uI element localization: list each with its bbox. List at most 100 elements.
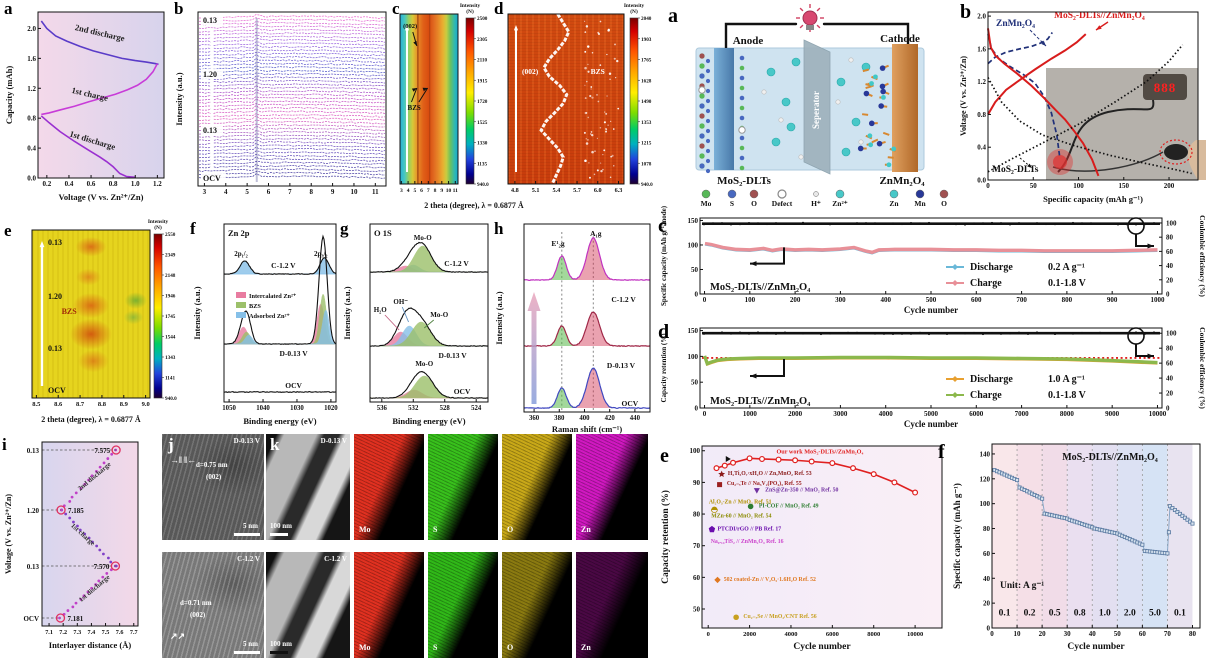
hrtem-image-C-1.2 V: C-1.2 V d=0.71 nm (002) 5 nm ↗↗	[162, 552, 264, 658]
y-tick-label: 100	[1166, 219, 1177, 227]
endpoint-circle	[56, 505, 66, 515]
panel-title: Zn 2p	[228, 228, 250, 238]
rate-value-label: 0.8	[1074, 609, 1086, 619]
zn-ion	[791, 57, 801, 67]
x-tick-label: 10	[446, 188, 452, 194]
x-tick-label: 360	[529, 415, 540, 422]
curve-1st charge	[41, 63, 159, 116]
y2-axis-label: Coulombic efficiency (%)	[1198, 327, 1206, 409]
colorbar-tick-label: 1946	[165, 294, 176, 300]
our-work-marker	[808, 458, 815, 465]
data-dot	[82, 594, 86, 598]
x-tick-label: 1020	[324, 405, 338, 412]
rate-label: 1.0 A g⁻¹	[1048, 374, 1085, 385]
ce-marker	[720, 222, 724, 225]
x-axis-label: Cycle number	[793, 642, 851, 652]
x-tick-label: 500	[926, 296, 937, 304]
mn-atom	[879, 65, 886, 71]
data-dot	[94, 583, 98, 586]
eds-element-label: O	[507, 643, 514, 652]
raman-peak-fill	[524, 388, 650, 408]
colorbar-tick-label: 1525	[477, 120, 488, 126]
speckle	[599, 20, 602, 23]
mos2-atom	[705, 158, 711, 164]
mn-atom	[879, 83, 886, 90]
colorbar-tick-label: 1353	[641, 120, 652, 126]
mn-atom	[880, 88, 886, 95]
data-dot	[74, 491, 78, 495]
y-tick-label: 60	[983, 550, 991, 558]
mos2-atom	[739, 155, 745, 161]
y-tick-label: 140	[980, 450, 991, 458]
zn-atom	[886, 162, 892, 168]
xrd-trace	[198, 72, 386, 77]
colorbar	[153, 233, 163, 399]
speckle	[589, 94, 592, 98]
rate-marker	[1140, 542, 1145, 547]
legend-swatch	[236, 302, 246, 308]
anode-material-label: MoS₂-DLTs	[717, 175, 772, 187]
rate-value-label: 1.0	[1099, 609, 1111, 619]
ce-marker	[873, 222, 877, 225]
defect-site	[738, 126, 746, 134]
zn-ion	[771, 137, 781, 147]
annotation-arrow	[418, 87, 429, 103]
curve-MoS₂-DLTs//ZnMn₂O₄-charge	[987, 33, 1087, 115]
legend-marker	[952, 264, 958, 270]
x-tick-label: 0	[703, 410, 707, 418]
data-dot	[98, 465, 102, 469]
x-tick-label: 1.2	[153, 180, 162, 188]
xrd-trace	[198, 125, 386, 132]
data-dot	[60, 508, 63, 512]
panel-letter-left-h: h	[494, 219, 504, 238]
tem-label: 5 nm	[243, 522, 258, 530]
panel-left-a: a 2nd discharge 1st charge 1st discharge 0.2…	[2, 0, 170, 214]
data-dot	[79, 598, 83, 601]
xrd-trace	[198, 142, 386, 149]
legend-dot-O	[749, 189, 759, 199]
x-tick-label: 4000	[879, 410, 894, 418]
xrd-trace	[198, 105, 386, 111]
curve-label: OCV	[454, 387, 471, 396]
coin-highlight	[1159, 139, 1193, 165]
arrow-head	[750, 261, 757, 267]
speckle	[584, 97, 587, 100]
panel-letter-right-b: b	[960, 1, 972, 23]
arrow-head	[1096, 25, 1102, 30]
plot-bg	[42, 442, 138, 626]
speckle	[590, 88, 592, 90]
scale-bar	[234, 533, 260, 536]
annotation: OH⁻	[393, 298, 408, 306]
mn-atom	[876, 140, 883, 147]
mos2-atom	[699, 103, 705, 109]
xrd-trace	[198, 160, 386, 166]
panel-letter-right-f: f	[938, 441, 945, 463]
our-work-marker	[730, 459, 737, 466]
panel-letter-left-g: g	[340, 219, 349, 238]
x-tick-label: 200	[1164, 182, 1175, 190]
h-ion	[858, 139, 864, 145]
speckle	[594, 150, 596, 152]
y-tick-label: 50	[691, 266, 699, 274]
x-tick-label: 3	[203, 188, 207, 196]
x-tick-label: 1040	[256, 405, 270, 412]
x-tick-label: 6	[420, 188, 423, 194]
legend-marker	[952, 280, 958, 286]
ce-marker	[792, 332, 796, 335]
mos2-atom	[705, 88, 711, 94]
y-tick-label: 0	[987, 625, 991, 633]
data-dot	[68, 516, 72, 520]
data-dot	[102, 461, 106, 465]
voltage-mark: OCV	[203, 174, 221, 183]
mos2-atom	[739, 95, 745, 101]
mos2-atom	[739, 165, 745, 171]
stem-image-C-1.2 V: C-1.2 V 100 nm	[266, 552, 350, 658]
xrd-trace	[198, 81, 386, 87]
zn-ion	[766, 67, 776, 77]
annotation-arrow	[384, 314, 400, 331]
raman-envelope	[523, 237, 651, 282]
data-dot	[90, 474, 94, 478]
speckle	[609, 176, 612, 178]
led-digits: 888	[1154, 80, 1177, 95]
cathode-slab	[892, 44, 918, 172]
